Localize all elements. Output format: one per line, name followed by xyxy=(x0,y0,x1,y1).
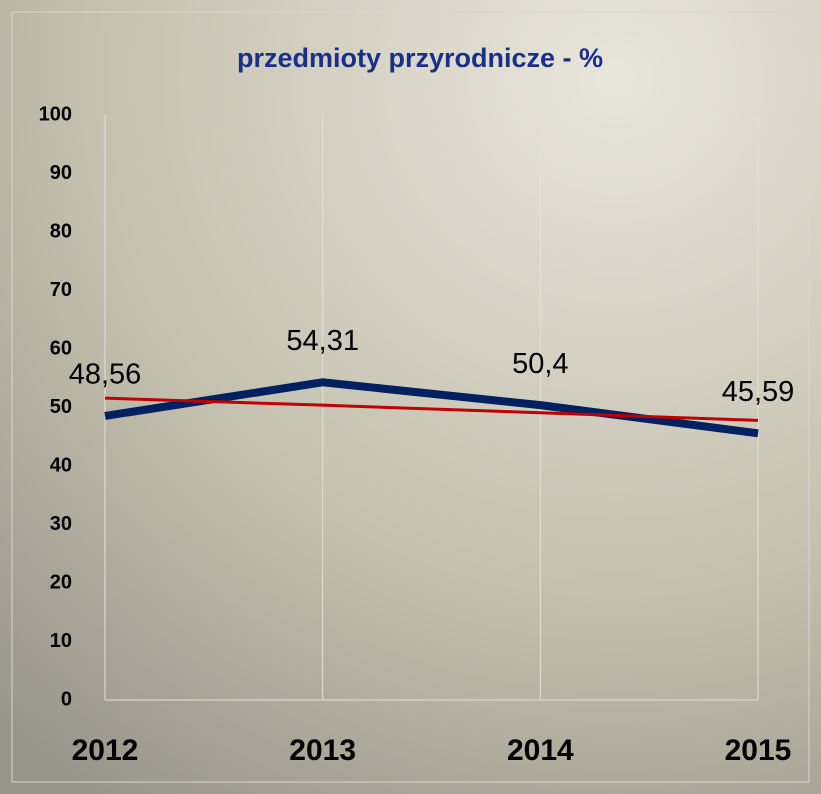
x-tick-label: 2012 xyxy=(72,734,139,767)
y-tick-label: 50 xyxy=(50,396,72,418)
x-tick-label: 2015 xyxy=(725,734,792,767)
data-label: 48,56 xyxy=(69,359,142,391)
y-tick-label: 70 xyxy=(50,279,72,301)
y-tick-label: 0 xyxy=(61,688,72,710)
data-label: 50,4 xyxy=(512,348,568,380)
y-tick-label: 80 xyxy=(50,220,72,242)
frame xyxy=(11,11,810,783)
y-tick-label: 10 xyxy=(50,630,72,652)
y-tick-label: 20 xyxy=(50,571,72,593)
trend-line xyxy=(104,396,759,422)
data-line xyxy=(104,378,759,438)
y-tick-label: 90 xyxy=(50,162,72,184)
y-tick-label: 30 xyxy=(50,513,72,535)
y-tick-label: 60 xyxy=(50,337,72,359)
chart-title: przedmioty przyrodnicze - % xyxy=(237,43,603,73)
data-label: 54,31 xyxy=(286,325,359,357)
y-tick-label: 40 xyxy=(50,454,72,476)
y-tick-label: 100 xyxy=(39,103,72,125)
x-tick-label: 2013 xyxy=(289,734,356,767)
x-tick-label: 2014 xyxy=(507,734,574,767)
data-label: 45,59 xyxy=(722,376,795,408)
